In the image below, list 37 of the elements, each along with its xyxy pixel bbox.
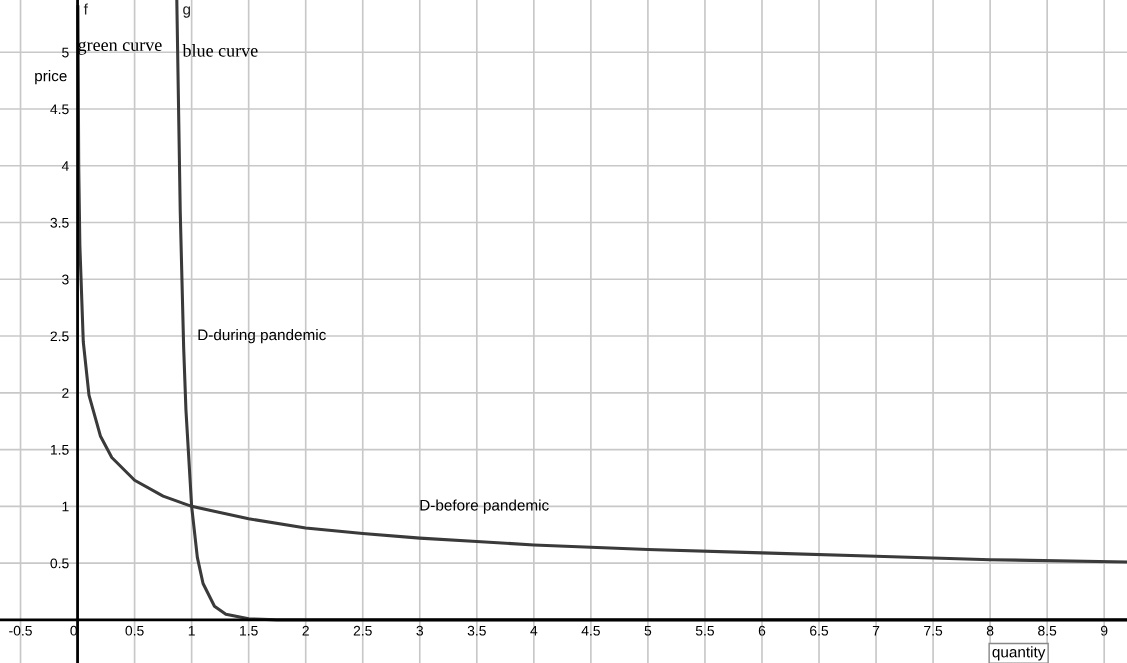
y-tick-label: 4.5 [50, 104, 69, 115]
x-tick-label: 9 [1100, 625, 1108, 636]
x-tick-label: 6.5 [810, 625, 829, 636]
y-tick-label: 0.5 [50, 558, 69, 569]
x-tick-label: -0.5 [9, 625, 32, 636]
y-axis-title: price [35, 70, 67, 85]
x-tick-label: 4.5 [581, 625, 600, 636]
annotation: green curve [78, 41, 162, 55]
x-axis-title: quantity [992, 646, 1046, 661]
x-tick-label: 5.5 [695, 625, 715, 636]
annotation: D-during pandemic [198, 329, 326, 344]
y-tick-label: 2 [62, 388, 69, 398]
x-tick-label: 6 [758, 625, 766, 636]
x-tick-label: 3 [416, 625, 424, 636]
series-label: f [83, 3, 88, 15]
x-tick-label: 5 [644, 625, 652, 636]
x-tick-label: 0.5 [125, 625, 144, 636]
x-tick-label: 7 [872, 625, 880, 636]
x-tick-label: 3.5 [467, 625, 486, 636]
y-tick-label: 2.5 [50, 331, 69, 342]
y-tick-label: 1.5 [50, 445, 69, 455]
x-tick-label: 2.5 [353, 625, 372, 636]
x-tick-label: 8.5 [1038, 625, 1057, 636]
series-label: g [183, 6, 191, 18]
y-tick-label: 5 [62, 47, 69, 58]
x-tick-label: 4 [530, 625, 538, 636]
y-tick-label: 3 [62, 274, 69, 285]
y-tick-label: 3.5 [50, 217, 69, 228]
annotation: D-before pandemic [420, 499, 549, 514]
y-tick-label: 4 [61, 161, 69, 171]
x-tick-label: 8 [986, 625, 994, 636]
x-tick-label: 7.5 [924, 625, 943, 636]
x-tick-label: 1.5 [240, 625, 258, 636]
y-tick-label: 1 [62, 501, 69, 512]
x-tick-label: 1 [188, 625, 195, 636]
annotation: blue curve [182, 44, 258, 57]
x-tick-label: 2 [302, 625, 309, 636]
